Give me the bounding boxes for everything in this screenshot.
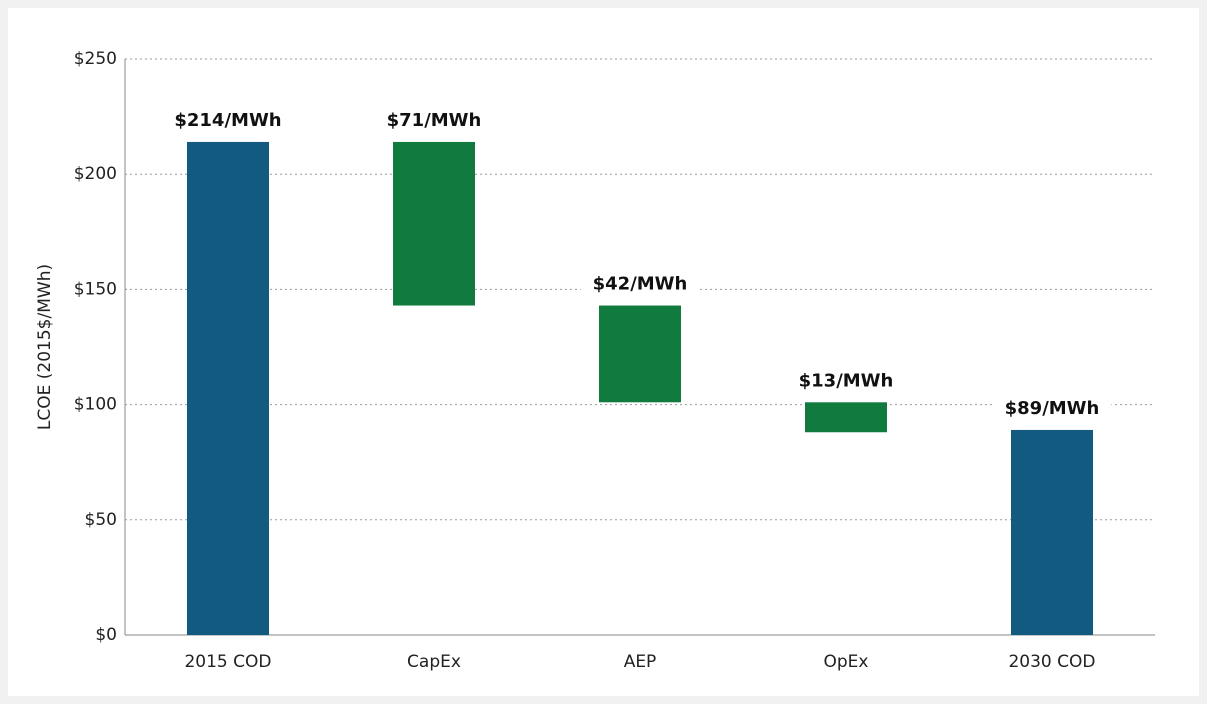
label-background [162,104,294,136]
label-background [374,104,494,136]
bar [393,141,475,306]
y-tick-label: $50 [85,510,117,530]
bar [1011,429,1093,635]
y-tick-label: $150 [74,279,117,299]
label-background [786,365,906,397]
bar [805,402,887,433]
bar [599,305,681,403]
value-label: $214/MWh [174,110,281,131]
x-tick-label: OpEx [824,652,869,672]
value-label: $13/MWh [799,370,894,391]
x-tick-label: 2030 COD [1008,652,1095,672]
y-tick-label: $250 [74,49,117,69]
y-tick-label: $100 [74,395,117,415]
bar [187,141,269,635]
y-tick-label: $0 [95,625,117,645]
x-tick-label: AEP [624,652,657,672]
label-background [580,268,700,300]
y-tick-label: $200 [74,164,117,184]
value-label: $71/MWh [387,110,482,131]
x-tick-label: 2015 COD [184,652,271,672]
value-label: $42/MWh [593,274,688,295]
x-tick-label: CapEx [407,652,461,672]
y-axis-label: LCOE (2015$/MWh) [35,264,55,430]
value-label: $89/MWh [1005,398,1100,419]
label-background [992,392,1112,424]
